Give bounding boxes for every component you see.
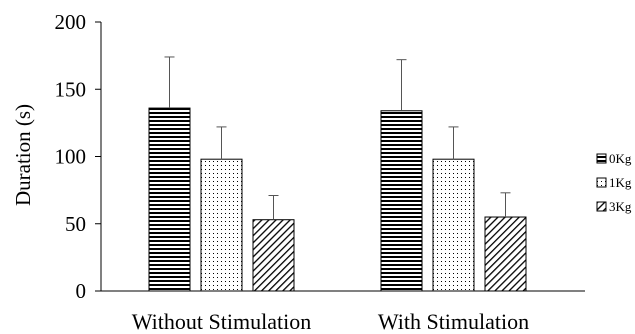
x-category-label: Without Stimulation [132,309,311,334]
y-tick-label: 100 [55,145,87,169]
legend-label: 1Kg [609,175,632,190]
bar-0Kg-2 [380,110,423,292]
bar-3Kg-1 [252,219,295,292]
y-axis: 0 50 100 150 200 [55,10,102,303]
y-tick-label: 0 [76,279,87,303]
bar-3Kg-2 [484,216,527,292]
y-tick-label: 200 [55,10,87,34]
bar-1Kg-2 [432,158,475,292]
y-axis-label: Duration (s) [11,104,35,206]
x-category-label: With Stimulation [378,309,529,334]
bars [148,56,527,292]
y-tick-label: 150 [55,77,87,101]
y-tick-label: 50 [65,212,86,236]
legend-label: 3Kg [609,199,632,214]
legend-swatch [596,201,607,212]
bar-0Kg-1 [148,107,191,292]
x-axis: Without Stimulation With Stimulation [101,290,585,334]
legend-swatch [596,153,607,164]
legend-label: 0Kg [609,151,632,166]
legend-swatch [596,177,607,188]
legend: 0Kg 1Kg 3Kg [596,151,632,214]
bar-1Kg-1 [200,158,243,292]
